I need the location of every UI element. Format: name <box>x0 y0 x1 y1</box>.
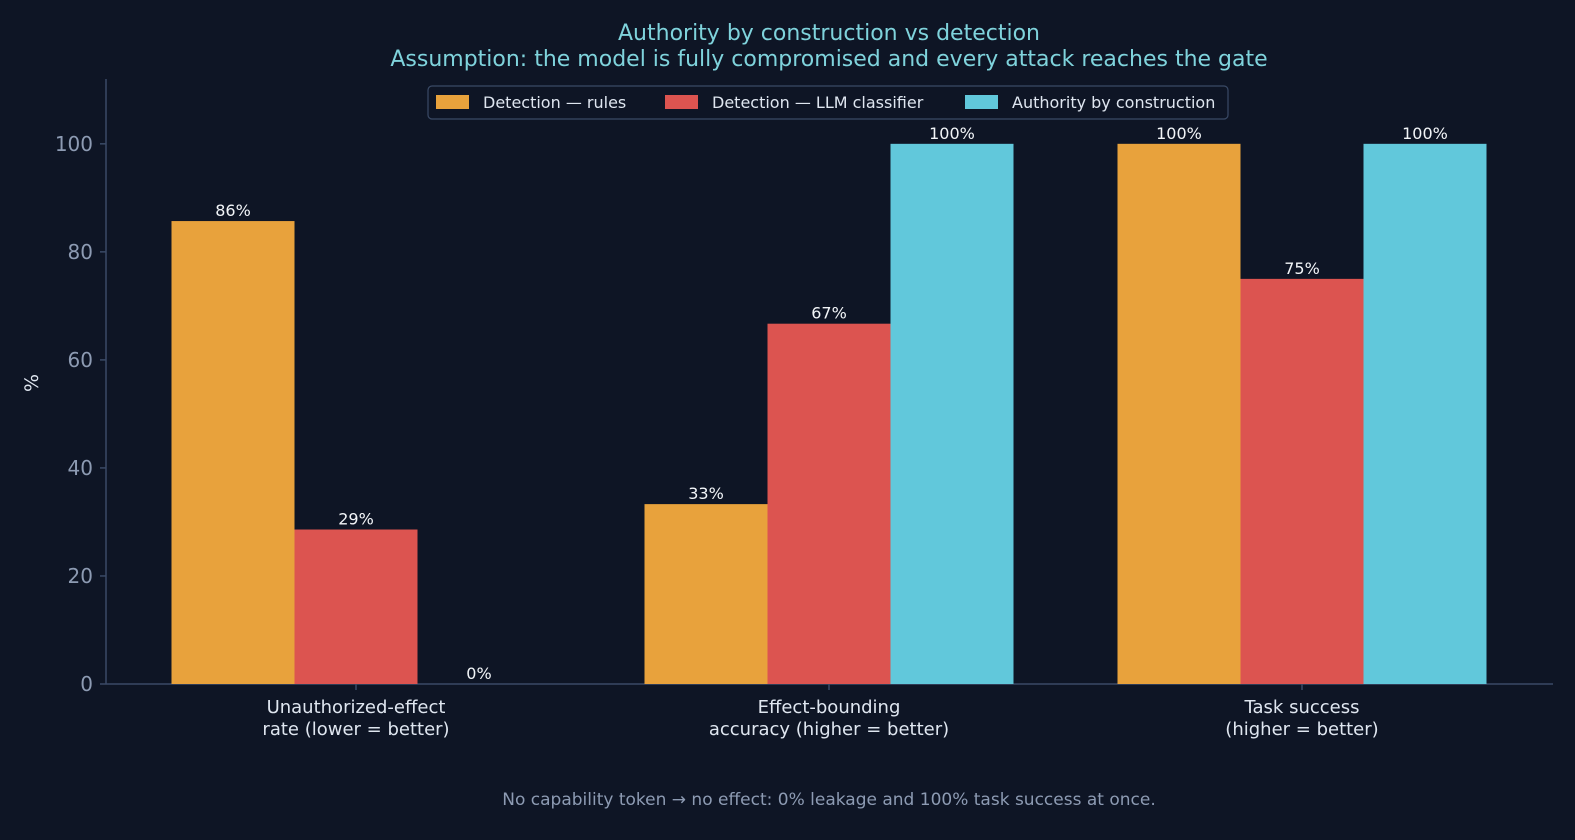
bar <box>1117 143 1241 685</box>
legend-swatch <box>965 95 998 109</box>
bars <box>171 143 1487 685</box>
bar <box>890 143 1014 685</box>
y-tick-label: 80 <box>68 240 93 264</box>
footnote: No capability token → no effect: 0% leak… <box>502 790 1155 810</box>
bar <box>644 504 768 684</box>
bar <box>171 221 295 685</box>
y-tick-label: 20 <box>68 564 93 588</box>
legend-swatch <box>665 95 698 109</box>
y-tick-label: 100 <box>55 132 93 156</box>
bar <box>1363 143 1487 685</box>
x-tick-label: Task success <box>1244 697 1360 718</box>
data-label: 67% <box>811 304 847 323</box>
bar <box>767 323 891 684</box>
bar <box>1240 278 1364 684</box>
legend-label: Detection — LLM classifier <box>712 93 924 112</box>
bar <box>294 529 418 684</box>
data-label: 0% <box>466 664 491 683</box>
value-labels: 86% 29% 0% 33% 67% 100% 100% 75% 100% <box>215 124 1448 683</box>
x-tick-label: rate (lower = better) <box>262 719 449 740</box>
data-label: 100% <box>929 124 975 143</box>
legend-swatch <box>436 95 469 109</box>
x-tick-label: accuracy (higher = better) <box>709 719 949 740</box>
legend-label: Authority by construction <box>1012 93 1215 112</box>
data-label: 33% <box>688 484 724 503</box>
y-tick-label: 40 <box>68 456 93 480</box>
legend-label: Detection — rules <box>483 93 626 112</box>
chart-title: Authority by construction vs detection <box>618 21 1040 46</box>
y-tick-label: 60 <box>68 348 93 372</box>
x-tick-label: Effect-bounding <box>758 697 901 718</box>
y-tick-label: 0 <box>80 672 93 696</box>
x-tick-label: Unauthorized-effect <box>267 697 446 718</box>
legend: Detection — rules Detection — LLM classif… <box>427 85 1229 120</box>
y-axis-label: % <box>21 374 43 392</box>
data-label: 86% <box>215 201 251 220</box>
legend-box <box>427 85 1229 120</box>
data-label: 100% <box>1402 124 1448 143</box>
chart-subtitle: Assumption: the model is fully compromis… <box>390 47 1267 72</box>
data-label: 100% <box>1156 124 1202 143</box>
data-label: 29% <box>338 510 374 529</box>
x-tick-label: (higher = better) <box>1225 719 1378 740</box>
data-label: 75% <box>1284 259 1320 278</box>
